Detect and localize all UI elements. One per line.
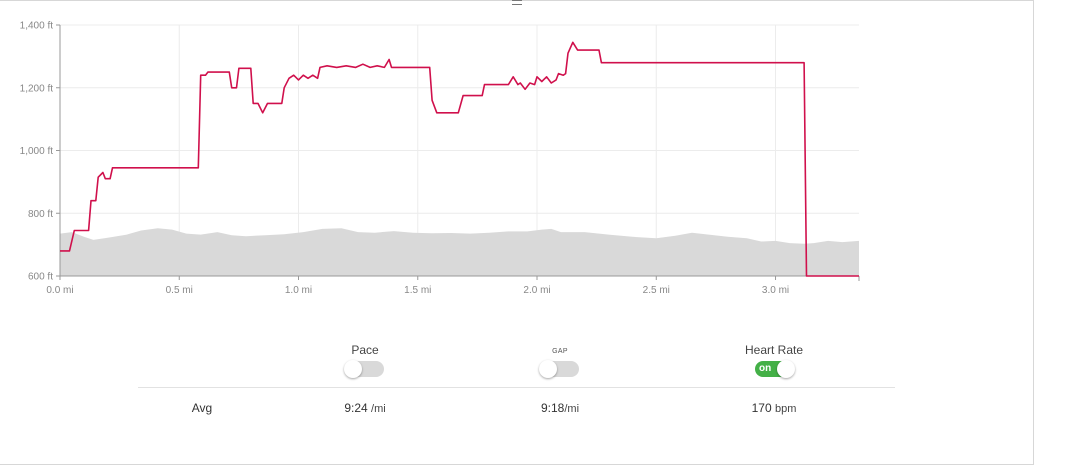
pace-toggle-group: Pace: [305, 342, 425, 382]
heart-rate-line: [60, 41, 859, 277]
avg-pace: 9:24 /mi: [305, 401, 425, 415]
avg-gap-value: 9:18: [540, 401, 565, 415]
x-tick-label: 2.0 mi: [523, 285, 550, 296]
y-tick-label: 600 ft: [28, 272, 53, 283]
heart-rate-toggle-label: Heart Rate: [744, 343, 804, 357]
elevation-chart: 600 ft 800 ft 1,000 ft 1,200 ft 1,400 ft 0.0 …: [20, 21, 860, 296]
gap-toggle-group: GAP: [500, 342, 620, 382]
gap-toggle-label: GAP: [552, 348, 568, 355]
heart-rate-toggle-group: Heart Rate on: [714, 342, 834, 382]
x-tick-label: 0.5 mi: [166, 285, 193, 296]
avg-heart-rate: 170 bpm: [714, 401, 834, 415]
resize-handle-icon[interactable]: [512, 0, 522, 5]
toggle-knob: [344, 360, 362, 378]
toggle-knob: [777, 360, 795, 378]
pace-toggle-label: Pace: [351, 343, 379, 357]
toggle-on-text: on: [759, 363, 772, 374]
elevation-area: [60, 228, 859, 276]
x-tick-label: 1.0 mi: [285, 285, 312, 296]
avg-pace-unit: /mi: [371, 403, 386, 415]
avg-heart-rate-value: 170: [751, 401, 772, 415]
avg-pace-value: 9:24: [344, 401, 368, 415]
y-tick-label: 1,000 ft: [20, 146, 54, 157]
avg-row-label: Avg: [191, 401, 213, 415]
pace-toggle[interactable]: [344, 360, 384, 378]
x-tick-label: 0.0 mi: [46, 285, 73, 296]
avg-heart-rate-unit: bpm: [774, 403, 797, 415]
divider: [138, 387, 895, 388]
avg-gap-unit: /mi: [564, 403, 580, 415]
toggle-knob: [539, 360, 557, 378]
x-tick-label: 2.5 mi: [643, 285, 670, 296]
avg-gap: 9:18/mi: [500, 401, 620, 415]
y-tick-label: 800 ft: [28, 209, 53, 220]
x-tick-label: 1.5 mi: [404, 285, 431, 296]
y-tick-label: 1,400 ft: [20, 21, 54, 32]
gap-toggle[interactable]: [539, 360, 579, 378]
x-tick-label: 3.0 mi: [762, 285, 789, 296]
heart-rate-toggle[interactable]: on: [755, 360, 795, 378]
y-tick-label: 1,200 ft: [20, 83, 54, 94]
